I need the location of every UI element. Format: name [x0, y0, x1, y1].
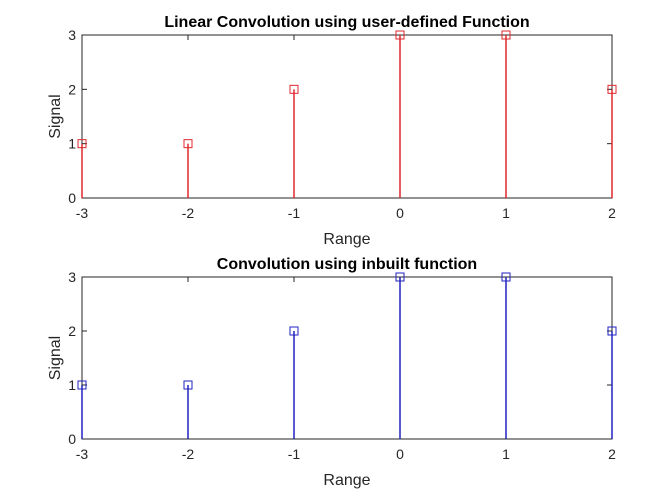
x-axis-label: Range: [323, 231, 370, 248]
stem-marker: [77, 380, 87, 390]
axes-box: [81, 276, 613, 440]
stem-marker: [501, 30, 511, 40]
stem-marker: [183, 380, 193, 390]
axes-box: [81, 34, 613, 199]
x-tick-label: -2: [182, 205, 195, 221]
y-tick-label: 2: [68, 323, 76, 339]
y-axis-label: Signal: [47, 336, 64, 380]
y-tick-label: 1: [68, 136, 76, 152]
stem-marker: [395, 30, 405, 40]
stem-marker: [183, 139, 193, 149]
y-tick-label: 0: [68, 431, 76, 447]
y-tick-label: 0: [68, 190, 76, 206]
plot-top: Linear Convolution using user-defined Fu…: [47, 14, 617, 248]
x-tick-label: 1: [502, 205, 510, 221]
y-tick-label: 3: [68, 269, 76, 285]
stem-marker: [607, 326, 617, 336]
y-tick-label: 1: [68, 377, 76, 393]
x-tick-label: -1: [288, 446, 301, 462]
x-tick-label: 0: [396, 446, 404, 462]
stem-marker: [289, 84, 299, 94]
stem-marker: [501, 272, 511, 282]
x-tick-label: 1: [502, 446, 510, 462]
x-tick-label: -2: [182, 446, 195, 462]
x-tick-label: -1: [288, 205, 301, 221]
stem-marker: [607, 84, 617, 94]
plot-title: Convolution using inbuilt function: [217, 256, 477, 273]
plot-bottom: Convolution using inbuilt function Range…: [47, 256, 617, 489]
stem-marker: [395, 272, 405, 282]
x-axis-label: Range: [323, 472, 370, 489]
y-tick-label: 3: [68, 27, 76, 43]
x-tick-label: -3: [76, 205, 89, 221]
x-tick-label: 2: [608, 446, 616, 462]
y-tick-label: 2: [68, 81, 76, 97]
y-axis-label: Signal: [47, 94, 64, 138]
stem-marker: [289, 326, 299, 336]
plot-title: Linear Convolution using user-defined Fu…: [164, 14, 529, 31]
stem-marker: [77, 139, 87, 149]
x-tick-label: -3: [76, 446, 89, 462]
x-tick-label: 2: [608, 205, 616, 221]
x-tick-label: 0: [396, 205, 404, 221]
